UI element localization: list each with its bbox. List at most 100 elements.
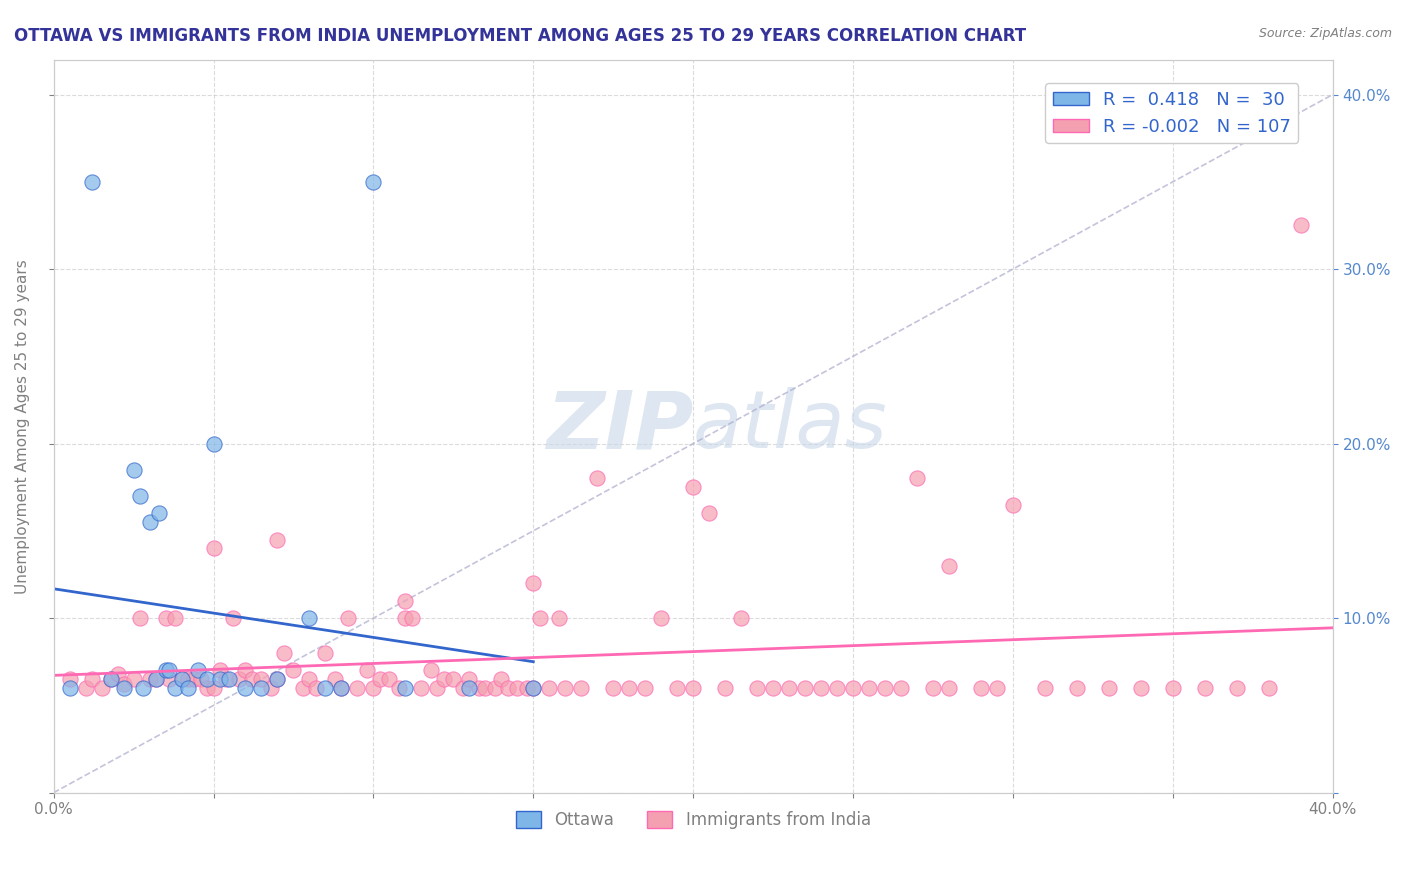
Point xyxy=(970,681,993,695)
Point xyxy=(1194,681,1216,695)
Point xyxy=(186,664,208,678)
Point xyxy=(170,672,193,686)
Point xyxy=(825,681,848,695)
Point xyxy=(890,681,912,695)
Point xyxy=(1289,219,1312,233)
Point xyxy=(75,681,97,695)
Point xyxy=(1226,681,1249,695)
Point xyxy=(202,681,225,695)
Point xyxy=(132,681,155,695)
Point xyxy=(491,672,513,686)
Point xyxy=(266,533,288,547)
Point xyxy=(426,681,449,695)
Point xyxy=(266,672,288,686)
Point xyxy=(100,672,122,686)
Point xyxy=(586,471,609,485)
Point xyxy=(697,507,720,521)
Point xyxy=(650,611,672,625)
Point xyxy=(394,593,416,607)
Point xyxy=(155,664,177,678)
Point xyxy=(634,681,657,695)
Point xyxy=(762,681,785,695)
Point xyxy=(314,646,336,660)
Point xyxy=(356,664,378,678)
Point xyxy=(148,507,170,521)
Point xyxy=(90,681,112,695)
Point xyxy=(1161,681,1184,695)
Point xyxy=(346,681,368,695)
Point xyxy=(100,672,122,686)
Point xyxy=(298,611,321,625)
Point xyxy=(190,672,212,686)
Point xyxy=(177,681,200,695)
Point xyxy=(368,672,391,686)
Point xyxy=(458,681,481,695)
Text: ZIP: ZIP xyxy=(546,387,693,465)
Point xyxy=(778,681,800,695)
Point xyxy=(420,664,443,678)
Point xyxy=(388,681,411,695)
Point xyxy=(235,664,257,678)
Text: OTTAWA VS IMMIGRANTS FROM INDIA UNEMPLOYMENT AMONG AGES 25 TO 29 YEARS CORRELATI: OTTAWA VS IMMIGRANTS FROM INDIA UNEMPLOY… xyxy=(14,27,1026,45)
Point xyxy=(155,611,177,625)
Point xyxy=(1066,681,1088,695)
Point xyxy=(240,672,263,686)
Point xyxy=(215,672,238,686)
Point xyxy=(292,681,315,695)
Point xyxy=(378,672,401,686)
Point xyxy=(554,681,576,695)
Point xyxy=(80,175,103,189)
Point xyxy=(330,681,353,695)
Point xyxy=(794,681,817,695)
Point xyxy=(250,672,273,686)
Point xyxy=(1129,681,1152,695)
Point xyxy=(170,672,193,686)
Text: atlas: atlas xyxy=(693,387,889,465)
Point xyxy=(1257,681,1279,695)
Point xyxy=(922,681,945,695)
Point xyxy=(394,611,416,625)
Point xyxy=(235,681,257,695)
Point xyxy=(218,672,240,686)
Point xyxy=(682,480,704,494)
Point xyxy=(266,672,288,686)
Point xyxy=(363,175,385,189)
Point xyxy=(157,664,180,678)
Text: Source: ZipAtlas.com: Source: ZipAtlas.com xyxy=(1258,27,1392,40)
Point xyxy=(986,681,1008,695)
Y-axis label: Unemployment Among Ages 25 to 29 years: Unemployment Among Ages 25 to 29 years xyxy=(15,259,30,593)
Point xyxy=(619,681,641,695)
Point xyxy=(330,681,353,695)
Point xyxy=(202,541,225,556)
Point xyxy=(336,611,359,625)
Point xyxy=(666,681,689,695)
Point xyxy=(363,681,385,695)
Point xyxy=(298,672,321,686)
Point xyxy=(157,672,180,686)
Point xyxy=(165,611,187,625)
Point xyxy=(858,681,880,695)
Point xyxy=(250,681,273,695)
Point xyxy=(59,672,82,686)
Point xyxy=(538,681,561,695)
Point xyxy=(208,672,231,686)
Point xyxy=(80,672,103,686)
Point xyxy=(222,611,245,625)
Point xyxy=(195,681,218,695)
Point xyxy=(260,681,283,695)
Point xyxy=(468,681,491,695)
Point xyxy=(394,681,416,695)
Point xyxy=(441,672,464,686)
Point xyxy=(107,667,129,681)
Point xyxy=(547,611,569,625)
Point xyxy=(122,463,145,477)
Point xyxy=(59,681,82,695)
Point xyxy=(283,664,305,678)
Point xyxy=(569,681,592,695)
Legend: Ottawa, Immigrants from India: Ottawa, Immigrants from India xyxy=(509,804,877,836)
Point xyxy=(177,672,200,686)
Point xyxy=(714,681,737,695)
Point xyxy=(165,681,187,695)
Point xyxy=(202,436,225,450)
Point xyxy=(273,646,295,660)
